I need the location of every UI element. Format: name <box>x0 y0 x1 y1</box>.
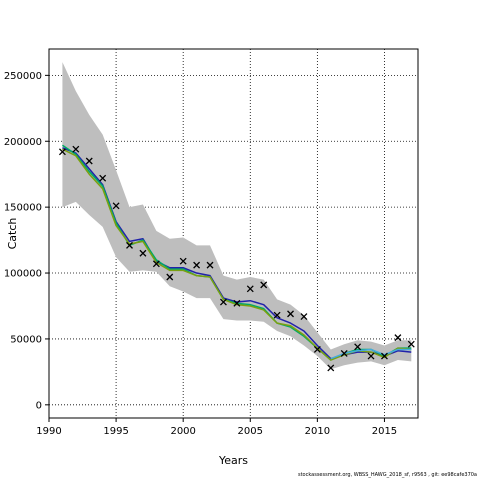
confidence-band <box>62 62 412 370</box>
observed-point <box>193 261 201 269</box>
y-tick-label: 200000 <box>4 137 42 148</box>
series-line-1 <box>62 147 412 360</box>
y-tick-label: 150000 <box>4 203 42 214</box>
observed-point <box>246 285 254 293</box>
observed-point <box>367 352 375 360</box>
observed-point <box>340 349 348 357</box>
footer-credit: stockassessment.org, WBSS_HAWG_2018_sf, … <box>297 472 477 478</box>
x-tick-label: 2005 <box>238 426 263 437</box>
observed-point <box>394 334 402 342</box>
x-tick-label: 2015 <box>372 426 397 437</box>
x-tick-label: 1995 <box>103 426 128 437</box>
observed-point <box>233 299 241 307</box>
y-tick-label: 250000 <box>4 71 42 82</box>
observed-point <box>166 273 174 281</box>
observed-point <box>313 346 321 353</box>
observed-point <box>354 343 362 351</box>
observed-point <box>380 352 388 360</box>
y-tick-label: 50000 <box>10 334 42 345</box>
observed-point <box>112 202 120 210</box>
observed-points <box>58 145 415 372</box>
observed-point <box>287 310 294 318</box>
x-tick-label: 1990 <box>36 426 61 437</box>
observed-point <box>152 260 160 268</box>
x-axis-title: Years <box>218 454 248 467</box>
observed-point <box>179 257 187 265</box>
y-tick-label: 100000 <box>4 269 42 280</box>
observed-point <box>206 261 214 269</box>
observed-point <box>219 298 227 306</box>
observed-point <box>300 313 308 320</box>
observed-point <box>85 157 93 165</box>
observed-point <box>327 364 335 372</box>
observed-point <box>273 311 281 319</box>
observed-point <box>407 340 415 348</box>
observed-point <box>139 249 147 257</box>
observed-point <box>99 174 107 182</box>
observed-point <box>72 145 80 153</box>
observed-point <box>58 148 66 156</box>
y-tick-label: 0 <box>36 400 42 411</box>
plot-frame <box>48 48 419 419</box>
observed-point <box>126 241 133 249</box>
x-tick-label: 2000 <box>170 426 195 437</box>
grid-lines <box>48 49 418 418</box>
axes: 1990 1995 2000 2005 2010 2015 0 50000 100000 1500… <box>4 71 397 437</box>
observed-point <box>260 281 268 289</box>
confidence-band-layer <box>62 62 412 370</box>
y-axis-title: Catch <box>6 218 19 250</box>
x-tick-label: 2010 <box>305 426 330 437</box>
